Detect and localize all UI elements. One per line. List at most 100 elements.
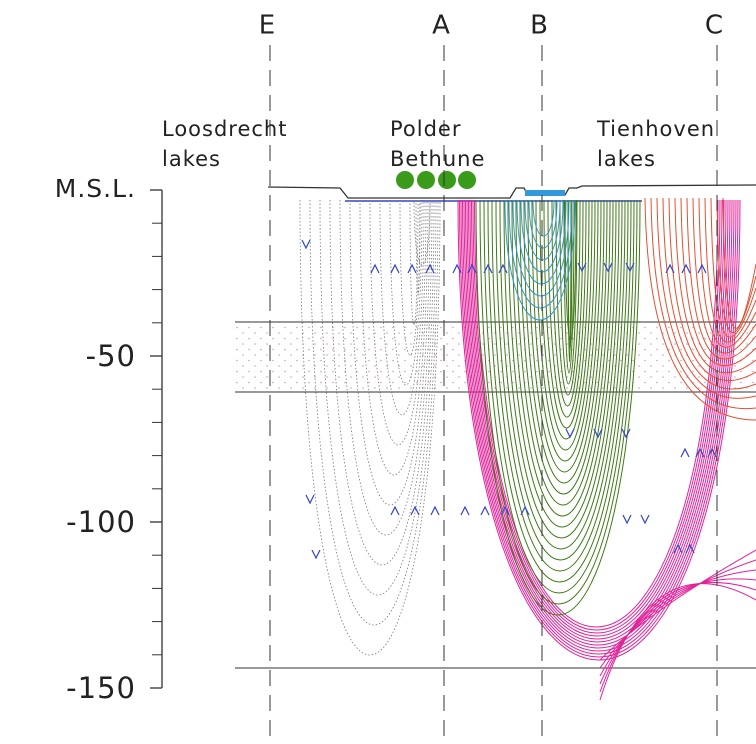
- flow-line: [698, 197, 756, 348]
- flow-line: [692, 197, 756, 354]
- flow-line: [466, 199, 729, 643]
- flow-line: [319, 199, 437, 596]
- flow-line: [479, 199, 638, 605]
- flow-lines: [299, 197, 756, 701]
- ditch: [525, 190, 565, 196]
- flow-line: [668, 197, 756, 382]
- flow-line: [563, 199, 575, 374]
- flow-arrow: [483, 263, 493, 274]
- flow-line: [468, 199, 727, 640]
- flow-arrow: [640, 514, 650, 525]
- flow-line: [359, 199, 429, 476]
- flow-arrow: [425, 263, 435, 274]
- flow-line: [564, 199, 577, 341]
- flow-line: [329, 199, 435, 566]
- flow-arrow: [593, 428, 603, 439]
- flow-line: [539, 199, 593, 440]
- tree: [458, 171, 476, 189]
- flow-line: [543, 199, 590, 429]
- flow-line: [491, 199, 629, 572]
- section-label: B: [530, 11, 548, 41]
- place-label: lakes: [162, 147, 221, 171]
- flow-line: [389, 199, 423, 386]
- flow-line: [511, 199, 614, 517]
- tick-label: M.S.L.: [55, 174, 136, 203]
- flow-arrow: [467, 263, 477, 274]
- flow-arrow: [707, 447, 717, 458]
- flow-line: [535, 199, 596, 451]
- flow-line: [515, 199, 611, 506]
- flow-arrow: [498, 263, 508, 274]
- flow-line: [599, 583, 756, 701]
- flow-line: [599, 569, 756, 677]
- flow-line: [559, 199, 578, 385]
- flow-line: [472, 199, 721, 631]
- flow-line: [519, 199, 608, 495]
- flow-line: [465, 199, 731, 646]
- flow-line: [413, 199, 431, 266]
- flow-line: [680, 197, 756, 367]
- depth-axis: M.S.L. -50 -100 -150: [55, 174, 163, 705]
- flow-arrow: [520, 505, 530, 516]
- flow-line: [483, 199, 635, 594]
- flow-line: [309, 199, 439, 626]
- flow-line: [716, 197, 756, 334]
- flow-line: [495, 199, 626, 561]
- flow-arrow: [685, 543, 695, 554]
- place-label: Bethune: [390, 147, 485, 171]
- flow-arrow: [460, 505, 470, 516]
- flow-line: [567, 199, 573, 352]
- flow-line: [459, 199, 739, 658]
- flow-line: [722, 197, 756, 329]
- flow-line: [415, 199, 421, 296]
- tick-label: -50: [86, 339, 136, 373]
- flow-line: [457, 199, 741, 661]
- flow-line: [686, 197, 756, 360]
- flow-arrow: [622, 514, 632, 525]
- flow-line: [507, 199, 617, 528]
- flow-arrow: [621, 428, 631, 439]
- flow-arrow: [390, 263, 400, 274]
- flow-arrow: [311, 549, 321, 560]
- flow-arrow: [390, 505, 400, 516]
- flow-arrow: [577, 262, 587, 273]
- flow-line: [527, 199, 602, 473]
- section-label: E: [259, 11, 275, 41]
- flow-arrow: [695, 447, 705, 458]
- ground-surface: [267, 184, 756, 199]
- flow-line: [504, 199, 576, 321]
- tree: [438, 171, 456, 189]
- flow-line: [650, 197, 756, 410]
- flow-line: [460, 199, 737, 655]
- flow-line: [599, 582, 756, 693]
- flow-arrow: [681, 263, 691, 274]
- flow-line: [369, 199, 427, 446]
- flow-arrow: [301, 239, 311, 250]
- flow-line: [532, 199, 555, 237]
- flow-arrow: [407, 263, 417, 274]
- place-label: Tienhoven: [596, 117, 715, 141]
- flow-line: [503, 199, 620, 539]
- flow-arrow: [452, 263, 462, 274]
- flow-line: [469, 199, 725, 637]
- flow-line: [528, 199, 558, 249]
- section-label: A: [432, 11, 450, 41]
- flow-arrow: [430, 505, 440, 516]
- flow-line: [512, 199, 570, 297]
- flow-line: [462, 199, 735, 652]
- flow-line: [662, 197, 756, 390]
- place-label: Polder: [390, 117, 461, 141]
- flow-line: [409, 199, 419, 326]
- flow-line: [644, 197, 756, 421]
- flow-arrow: [697, 263, 707, 274]
- tick-label: -150: [66, 671, 136, 705]
- flow-arrow: [665, 263, 675, 274]
- flow-line: [487, 199, 632, 583]
- place-label: lakes: [597, 147, 656, 171]
- flow-line: [463, 199, 733, 649]
- flow-line: [531, 199, 599, 462]
- flow-arrow: [603, 262, 613, 273]
- section-label: C: [705, 11, 723, 41]
